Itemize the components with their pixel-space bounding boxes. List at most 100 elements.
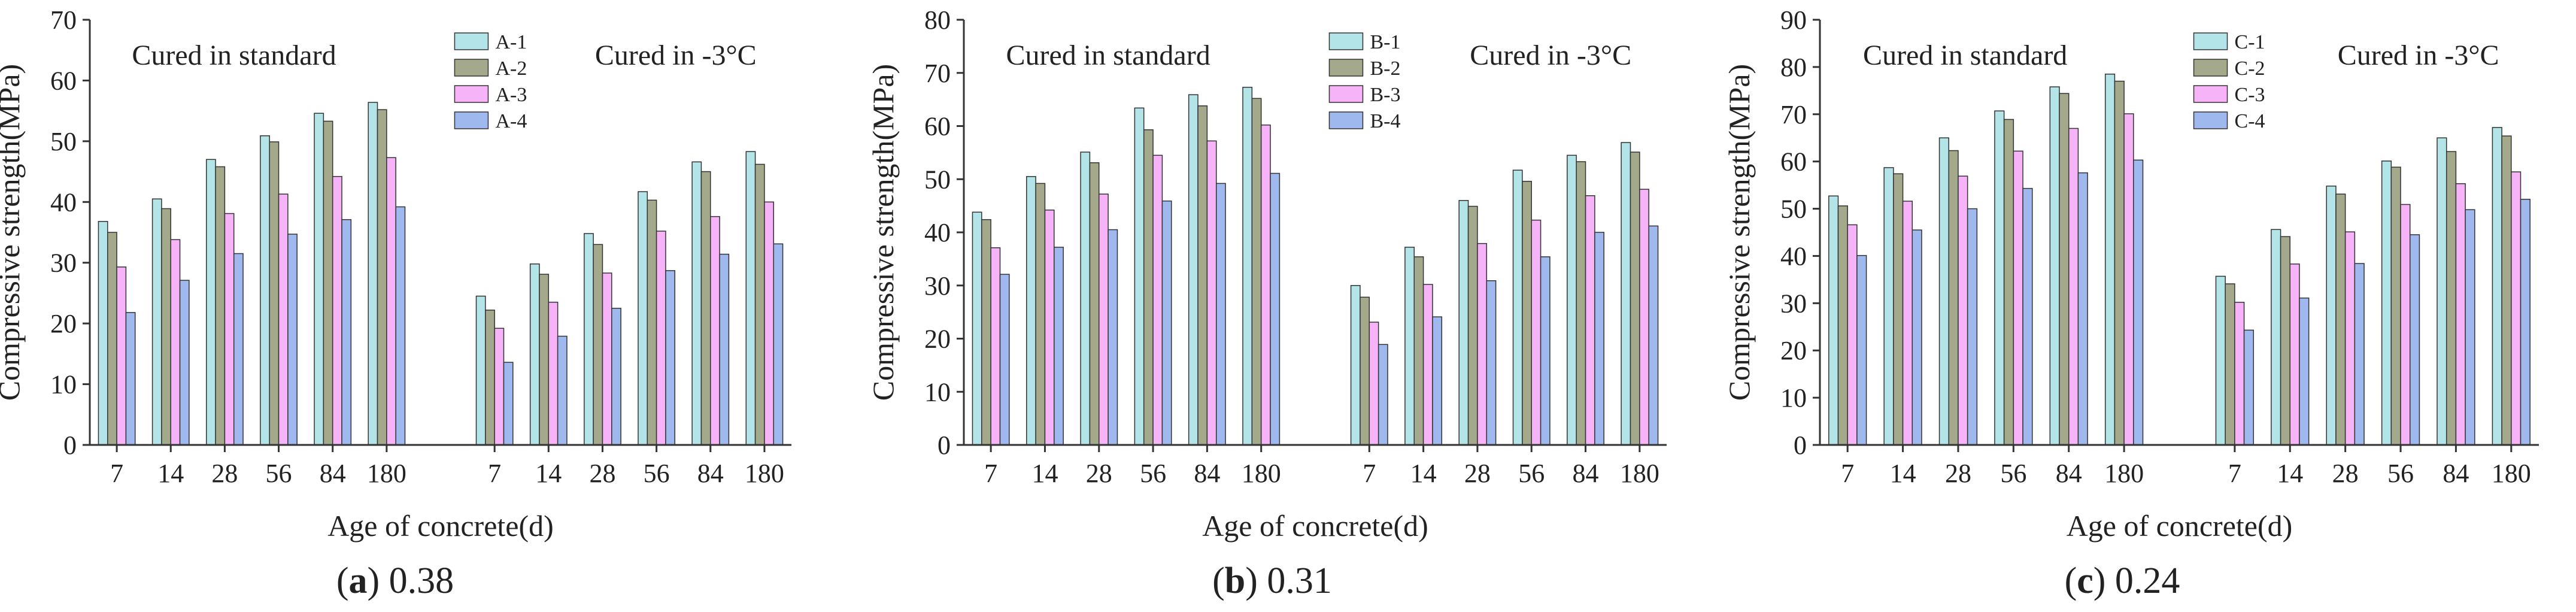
x-tick-label: 180 — [745, 459, 784, 488]
bar-a-1-7 — [529, 263, 540, 446]
annotation-negative-curing: Cured in -3°C — [2338, 40, 2499, 71]
bar-b-3-1 — [1044, 209, 1055, 446]
x-axis-title: Age of concrete(d) — [1202, 509, 1428, 543]
bar-c-1-0 — [1828, 195, 1839, 446]
bar-b-1-1 — [1026, 176, 1036, 446]
bar-a-2-0 — [107, 232, 117, 446]
bar-b-2-6 — [1360, 296, 1370, 446]
bar-c-1-5 — [2104, 73, 2116, 446]
bar-b-2-10 — [1576, 161, 1586, 446]
y-tick-label: 30 — [1780, 289, 1807, 318]
chart-panel-b: 7 14 28 56 84 180 7 14 28 56 84 180 0 10 20 30 40 50 60 70 8… — [866, 5, 1667, 601]
x-tick-label: 7 — [984, 459, 997, 488]
legend: C-1 C-2 C-3 C-4 — [2193, 31, 2265, 132]
bar-c-3-9 — [2400, 204, 2411, 446]
bar-a-1-8 — [584, 233, 594, 446]
caption-paren-close: ) — [1245, 561, 1267, 601]
bar-c-4-0 — [1856, 255, 1867, 446]
legend-swatch-b-2 — [1328, 59, 1364, 77]
bar-c-3-4 — [2068, 128, 2079, 446]
caption-paren-open: ( — [2065, 561, 2077, 601]
bar-b-2-0 — [981, 219, 991, 446]
bar-b-3-11 — [1639, 189, 1649, 446]
bar-c-4-11 — [2520, 199, 2531, 446]
bar-b-4-7 — [1432, 316, 1443, 446]
y-tick-label: 70 — [924, 59, 951, 88]
y-tick-label: 50 — [1780, 195, 1807, 224]
bar-a-2-8 — [593, 244, 603, 446]
x-tick-label: 28 — [211, 459, 238, 488]
bar-a-3-2 — [224, 213, 235, 446]
bar-a-4-11 — [773, 243, 784, 446]
bar-a-2-9 — [647, 199, 657, 446]
legend-label-b-3: B-3 — [1370, 84, 1400, 106]
bar-c-1-7 — [2271, 229, 2281, 446]
annotation-standard-curing: Cured in standard — [1006, 40, 1210, 71]
bar-c-2-9 — [2390, 166, 2401, 446]
legend-swatch-b-4 — [1328, 111, 1364, 129]
bar-c-1-3 — [1994, 110, 2005, 446]
y-tick-label: 80 — [924, 5, 951, 35]
x-tick-label: 180 — [367, 459, 406, 488]
bar-b-3-2 — [1099, 193, 1109, 446]
annotation-negative-curing: Cured in -3°C — [595, 40, 757, 71]
legend-swatch-b-3 — [1328, 85, 1364, 103]
legend: A-1 A-2 A-3 A-4 — [454, 31, 527, 132]
bar-b-2-7 — [1413, 256, 1424, 446]
bar-c-1-1 — [1883, 167, 1894, 446]
bar-b-3-4 — [1206, 140, 1217, 446]
legend-swatch-c-4 — [2193, 111, 2228, 129]
bar-b-3-0 — [990, 247, 1001, 446]
panel-caption: (c) 0.24 — [2065, 561, 2180, 601]
legend-swatch-a-1 — [454, 32, 489, 50]
bar-a-4-3 — [287, 234, 298, 446]
x-tick-label: 84 — [2056, 459, 2082, 488]
bar-b-2-3 — [1143, 129, 1154, 446]
bar-b-3-5 — [1260, 124, 1271, 446]
bar-b-2-8 — [1467, 205, 1478, 446]
y-tick-label: 60 — [1780, 147, 1807, 177]
bar-c-3-2 — [1958, 175, 1968, 446]
bar-c-1-11 — [2492, 127, 2502, 446]
y-tick-label: 60 — [50, 66, 77, 95]
bar-a-4-2 — [233, 253, 244, 446]
bar-c-1-9 — [2381, 160, 2392, 446]
bar-b-2-4 — [1197, 105, 1208, 446]
bar-b-4-9 — [1540, 256, 1551, 446]
bar-b-4-3 — [1161, 200, 1172, 446]
x-tick-label: 56 — [2387, 459, 2414, 488]
caption-paren-close: ) — [368, 561, 389, 601]
bar-b-1-2 — [1080, 152, 1091, 446]
x-tick-label: 14 — [1031, 459, 1058, 488]
bar-b-1-0 — [972, 211, 982, 446]
bar-c-1-10 — [2437, 137, 2447, 446]
bar-b-1-7 — [1404, 247, 1415, 446]
legend-swatch-c-2 — [2193, 59, 2228, 77]
y-axis-title: Compressive strength(MPa) — [0, 64, 26, 401]
x-tick-label: 7 — [2228, 459, 2241, 488]
legend-label-a-4: A-4 — [495, 110, 527, 132]
bar-a-4-1 — [179, 280, 190, 446]
bar-a-4-0 — [125, 312, 136, 446]
legend-label-b-4: B-4 — [1370, 110, 1400, 132]
y-tick-label: 70 — [50, 5, 77, 35]
legend-label-b-1: B-1 — [1370, 31, 1400, 53]
y-axis-title: Compressive strength(MPa) — [866, 64, 900, 401]
bar-b-3-9 — [1531, 219, 1542, 446]
bar-c-4-5 — [2133, 159, 2144, 446]
bar-a-2-10 — [700, 171, 711, 446]
bar-b-3-3 — [1152, 154, 1163, 446]
x-tick-label: 14 — [2277, 459, 2303, 488]
bar-a-1-2 — [205, 159, 216, 446]
bar-a-2-4 — [323, 120, 333, 446]
x-tick-label: 84 — [2443, 459, 2469, 488]
bar-a-3-4 — [332, 175, 342, 446]
y-tick-label: 50 — [924, 165, 951, 194]
bar-c-4-4 — [2077, 172, 2088, 446]
bar-b-4-10 — [1594, 232, 1604, 446]
bar-b-2-5 — [1251, 98, 1262, 446]
legend-label-a-2: A-2 — [495, 57, 527, 80]
bar-a-4-7 — [557, 335, 568, 446]
bar-b-1-11 — [1621, 142, 1631, 446]
bar-a-4-4 — [341, 219, 352, 446]
